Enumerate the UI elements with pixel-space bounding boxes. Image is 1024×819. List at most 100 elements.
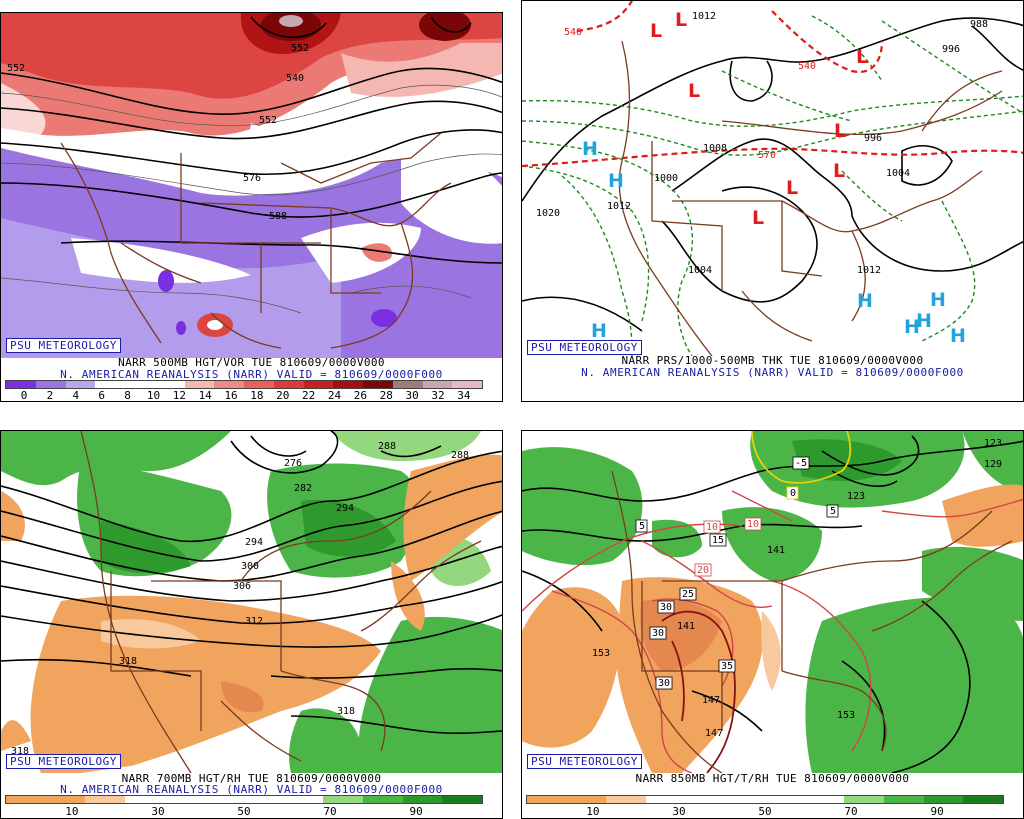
high-pressure-marker: H	[591, 320, 607, 342]
low-pressure-marker: L	[786, 177, 798, 199]
low-pressure-marker: L	[752, 207, 764, 229]
contour-label: 288	[378, 441, 396, 452]
colorbar-swatch	[204, 796, 245, 803]
colorbar-swatch	[606, 796, 647, 803]
colorbar-swatch	[363, 381, 393, 388]
colorbar-swatch	[923, 796, 964, 803]
colorbar-tick-label: 90	[409, 805, 423, 818]
colorbar-swatch	[963, 796, 1004, 803]
colorbar-tick-label: 22	[302, 389, 316, 402]
colorbar-tick-label: 24	[327, 389, 342, 402]
colorbar-swatch	[85, 796, 126, 803]
contour-label: 1004	[886, 168, 910, 179]
contour-label: 1012	[692, 11, 716, 22]
contour-label: 147	[705, 728, 723, 739]
contour-label: 570	[758, 150, 776, 161]
low-pressure-marker: L	[834, 120, 846, 142]
colorbar-swatch	[164, 796, 205, 803]
contour-label: 540	[798, 61, 816, 72]
contour-label: 20	[697, 565, 709, 576]
colorbar-swatch	[844, 796, 885, 803]
map-title-line1: NARR 700MB HGT/RH TUE 810609/0000V000	[121, 772, 382, 785]
colorbar-swatch	[244, 796, 284, 803]
low-pressure-marker: L	[688, 80, 700, 102]
colorbar-swatch	[184, 381, 215, 388]
contour-label: 141	[677, 621, 695, 632]
contour-label: 0	[790, 488, 796, 499]
contour-label: 30	[660, 602, 672, 613]
panel-pressure-thickness: H H H H H H H H L L L L L L L L 540 540 …	[521, 0, 1024, 402]
colorbar-tick-label: 30	[151, 805, 165, 818]
colorbar-swatch	[402, 796, 443, 803]
contour-label: 312	[245, 616, 263, 627]
vorticity-map: 552 540 552 576 588 552	[1, 13, 502, 358]
psu-meteorology-logo: PSU METEOROLOGY	[6, 754, 121, 769]
colorbar-tick-label: 28	[379, 389, 393, 402]
contour-label: 123	[984, 438, 1002, 449]
colorbar-tick-label: 30	[405, 389, 419, 402]
contour-label: 30	[652, 628, 664, 639]
colorbar-swatch	[273, 381, 304, 388]
contour-label: 1004	[688, 265, 712, 276]
colorbar-tick-label: 34	[457, 389, 471, 402]
colorbar-tick-label: 10	[65, 805, 79, 818]
psu-meteorology-logo: PSU METEOROLOGY	[527, 754, 642, 769]
colorbar-swatch	[452, 381, 482, 388]
contour-label: 288	[451, 450, 469, 461]
colorbar-swatch	[65, 381, 96, 388]
high-pressure-marker: H	[930, 289, 946, 311]
vorticity-colorbar-ticks: 0 2 4 6 8 10 12 14 16 18 20 22 24 26 28 30 32 34	[5, 389, 483, 402]
map-title-line1: NARR 500MB HGT/VOR TUE 810609/0000V000	[118, 356, 385, 369]
colorbar-tick-label: 50	[758, 805, 772, 818]
contour-label: 141	[767, 545, 785, 556]
colorbar-swatch	[646, 796, 686, 803]
humidity-colorbar-ticks: 10 30 50 70 90	[526, 805, 1004, 818]
colorbar-tick-label: 14	[198, 389, 212, 402]
contour-label: 1000	[654, 173, 678, 184]
pressure-contour-labels: 540 540 570 1020 1012 1004 1008 1000 101…	[536, 11, 988, 276]
contour-label: 996	[864, 133, 882, 144]
contour-label: 996	[942, 44, 960, 55]
contour-label: -5	[795, 458, 807, 469]
panel-500mb-vorticity: 552 540 552 576 588 552 PSU METEOROLOGY …	[0, 12, 503, 402]
colorbar-tick-label: 30	[672, 805, 686, 818]
map-title-line2: N. AMERICAN REANALYSIS (NARR) VALID = 81…	[60, 368, 443, 381]
vorticity-colorbar	[5, 380, 483, 389]
high-pressure-marker: H	[857, 290, 873, 312]
contour-label: 153	[837, 710, 855, 721]
vorticity-contour-labels: 552 540 552 576 588 552	[7, 43, 309, 222]
contour-label: 5	[639, 521, 645, 532]
humidity-700mb-map: 276 282 288 294 300 306 312 318 318 318 …	[1, 431, 502, 773]
map-title-line2: N. AMERICAN REANALYSIS (NARR) VALID = 81…	[581, 366, 964, 379]
colorbar-tick-label: 90	[930, 805, 944, 818]
high-pressure-marker: H	[608, 170, 624, 192]
contour-label: 25	[682, 589, 694, 600]
contour-label: 300	[241, 561, 259, 572]
contour-label: 153	[592, 648, 610, 659]
contour-label: 552	[291, 43, 309, 54]
colorbar-swatch	[125, 381, 155, 388]
colorbar-swatch	[765, 796, 805, 803]
colorbar-tick-label: 6	[98, 389, 106, 402]
colorbar-swatch	[6, 796, 46, 803]
contour-label: 5	[830, 506, 836, 517]
pressure-thickness-map: H H H H H H H H L L L L L L L L 540 540 …	[522, 1, 1023, 356]
colorbar-tick-label: 20	[276, 389, 290, 402]
colorbar-swatch	[95, 381, 125, 388]
contour-label: 552	[259, 115, 277, 126]
colorbar-swatch	[442, 796, 483, 803]
contour-label: 35	[721, 661, 733, 672]
contour-label: 318	[337, 706, 355, 717]
low-pressure-marker: L	[833, 160, 845, 182]
psu-meteorology-logo: PSU METEOROLOGY	[527, 340, 642, 355]
colorbar-tick-label: 10	[586, 805, 600, 818]
low-pressure-marker: L	[650, 20, 662, 42]
contour-label: 10	[706, 522, 718, 533]
contour-label: 123	[847, 491, 865, 502]
colorbar-tick-label: 8	[124, 389, 131, 402]
panel-850mb-temperature-humidity: -5 0 5 5 10 10 15 20 25 30 30 35 30 12	[521, 430, 1024, 819]
temperature-humidity-850mb-map: -5 0 5 5 10 10 15 20 25 30 30 35 30 12	[522, 431, 1023, 773]
contour-label: 306	[233, 581, 251, 592]
colorbar-swatch	[566, 796, 607, 803]
contour-label: 15	[712, 535, 724, 546]
